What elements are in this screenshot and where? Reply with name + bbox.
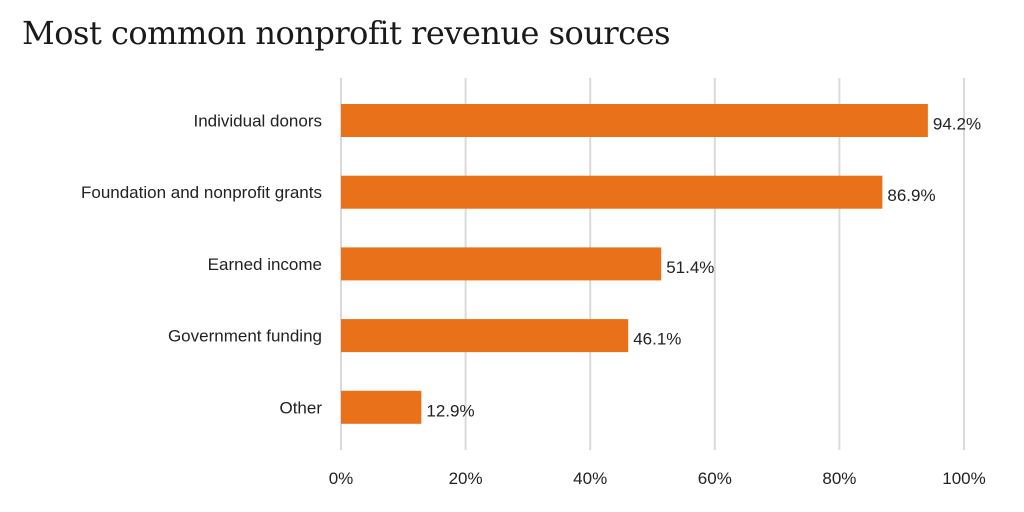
bar (341, 319, 629, 353)
chart-title: Most common nonprofit revenue sources (22, 14, 671, 52)
x-tick-label: 100% (942, 469, 985, 488)
bar (341, 104, 928, 137)
category-label: Individual donors (193, 112, 322, 131)
data-label: 86.9% (887, 186, 935, 205)
bar (341, 247, 662, 281)
x-tick-label: 80% (822, 469, 856, 488)
x-tick-label: 60% (698, 469, 732, 488)
x-tick-label: 0% (329, 469, 354, 488)
bar (341, 175, 883, 209)
x-tick-label: 20% (449, 469, 483, 488)
category-label: Government funding (168, 327, 322, 346)
category-label: Foundation and nonprofit grants (81, 183, 322, 202)
category-label: Earned income (208, 255, 322, 274)
data-label: 12.9% (426, 401, 474, 420)
data-label: 94.2% (933, 115, 981, 134)
category-label: Other (279, 398, 322, 417)
bar (341, 390, 422, 424)
data-label: 46.1% (633, 330, 681, 349)
data-label: 51.4% (666, 258, 714, 277)
x-tick-label: 40% (573, 469, 607, 488)
